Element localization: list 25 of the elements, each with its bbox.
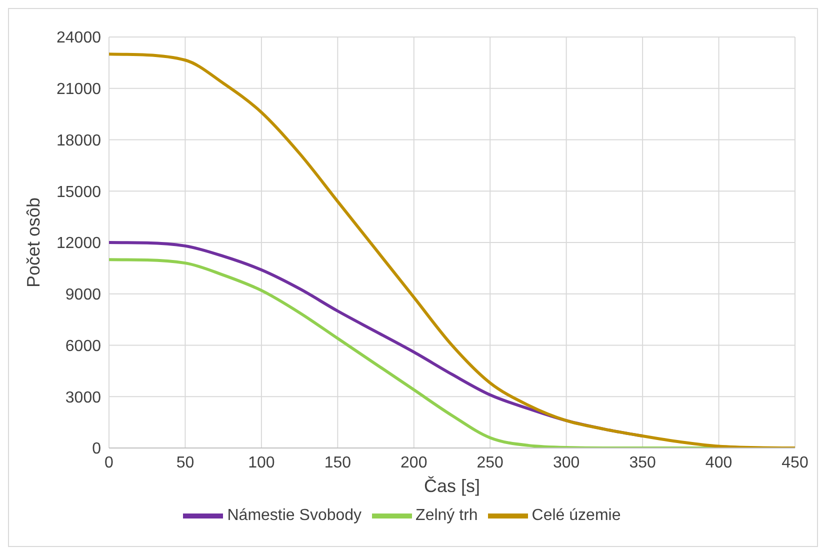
y-tick-label: 18000	[56, 132, 102, 150]
x-tick-label: 450	[782, 454, 808, 472]
y-axis-title: Počet osôb	[23, 197, 44, 288]
x-tick-label: 300	[552, 454, 580, 472]
y-tick-label: 0	[92, 440, 102, 458]
y-tick-label: 24000	[56, 30, 102, 47]
x-tick-label: 350	[629, 454, 656, 472]
x-tick-label: 250	[476, 454, 504, 472]
y-tick-label: 3000	[65, 389, 102, 406]
y-tick-label: 12000	[56, 235, 102, 252]
y-tick-label: 9000	[65, 286, 102, 304]
x-axis-title: Čas [s]	[424, 476, 480, 496]
legend-label: Zelný trh	[416, 507, 478, 524]
legend-label: Námestie Svobody	[227, 507, 362, 524]
line-series	[109, 52, 795, 448]
x-tick-label: 0	[104, 454, 114, 472]
y-tick-label: 15000	[56, 184, 102, 201]
x-tick-label: 50	[176, 454, 194, 472]
x-tick-label: 200	[400, 454, 428, 472]
x-tick-label: 150	[324, 454, 352, 472]
x-tick-label: 400	[705, 454, 732, 472]
legend-label: Celé územie	[532, 507, 621, 524]
y-tick-label: 21000	[56, 81, 102, 98]
x-tick-label: 100	[248, 454, 275, 472]
y-tick-label: 6000	[65, 338, 102, 355]
